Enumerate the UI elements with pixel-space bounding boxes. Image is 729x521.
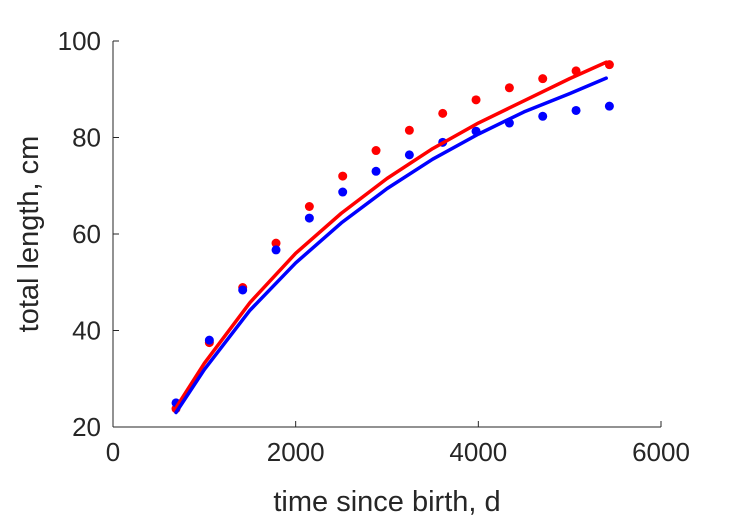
data-point — [571, 105, 581, 115]
series-2 — [174, 60, 608, 410]
x-tick-label: 2000 — [267, 437, 325, 467]
y-tick-label: 60 — [72, 219, 101, 249]
data-point — [471, 95, 481, 105]
data-point — [271, 245, 281, 255]
y-tick-label: 40 — [72, 316, 101, 346]
y-axis-title: total length, cm — [13, 136, 45, 333]
x-tick-label: 6000 — [632, 437, 690, 467]
series-0 — [171, 60, 614, 414]
data-point — [271, 238, 281, 248]
y-tick-label: 80 — [72, 123, 101, 153]
data-point — [304, 213, 314, 223]
data-point — [338, 171, 348, 181]
data-point — [304, 201, 314, 211]
data-point — [404, 150, 414, 160]
data-point — [538, 74, 548, 84]
data-point — [204, 335, 214, 345]
axes-layer — [112, 41, 661, 428]
y-tick-label: 100 — [58, 26, 101, 56]
series-layer — [171, 60, 614, 415]
y-tick-label: 20 — [72, 412, 101, 442]
data-point — [604, 101, 614, 111]
data-point — [371, 166, 381, 176]
x-tick-label: 4000 — [449, 437, 507, 467]
x-tick-label: 0 — [106, 437, 120, 467]
data-point — [404, 125, 414, 135]
data-point — [504, 83, 514, 93]
fit-line — [174, 60, 608, 410]
data-point — [538, 111, 548, 121]
fit-line — [174, 76, 608, 415]
series-1 — [171, 101, 614, 408]
data-point — [438, 108, 448, 118]
data-point — [338, 187, 348, 197]
x-axis-title: time since birth, d — [273, 486, 500, 518]
ticks-layer: 0 2000 4000 6000 20 40 60 80 100 — [58, 26, 690, 467]
data-point — [238, 285, 248, 295]
data-point — [371, 146, 381, 156]
series-3 — [174, 76, 608, 415]
